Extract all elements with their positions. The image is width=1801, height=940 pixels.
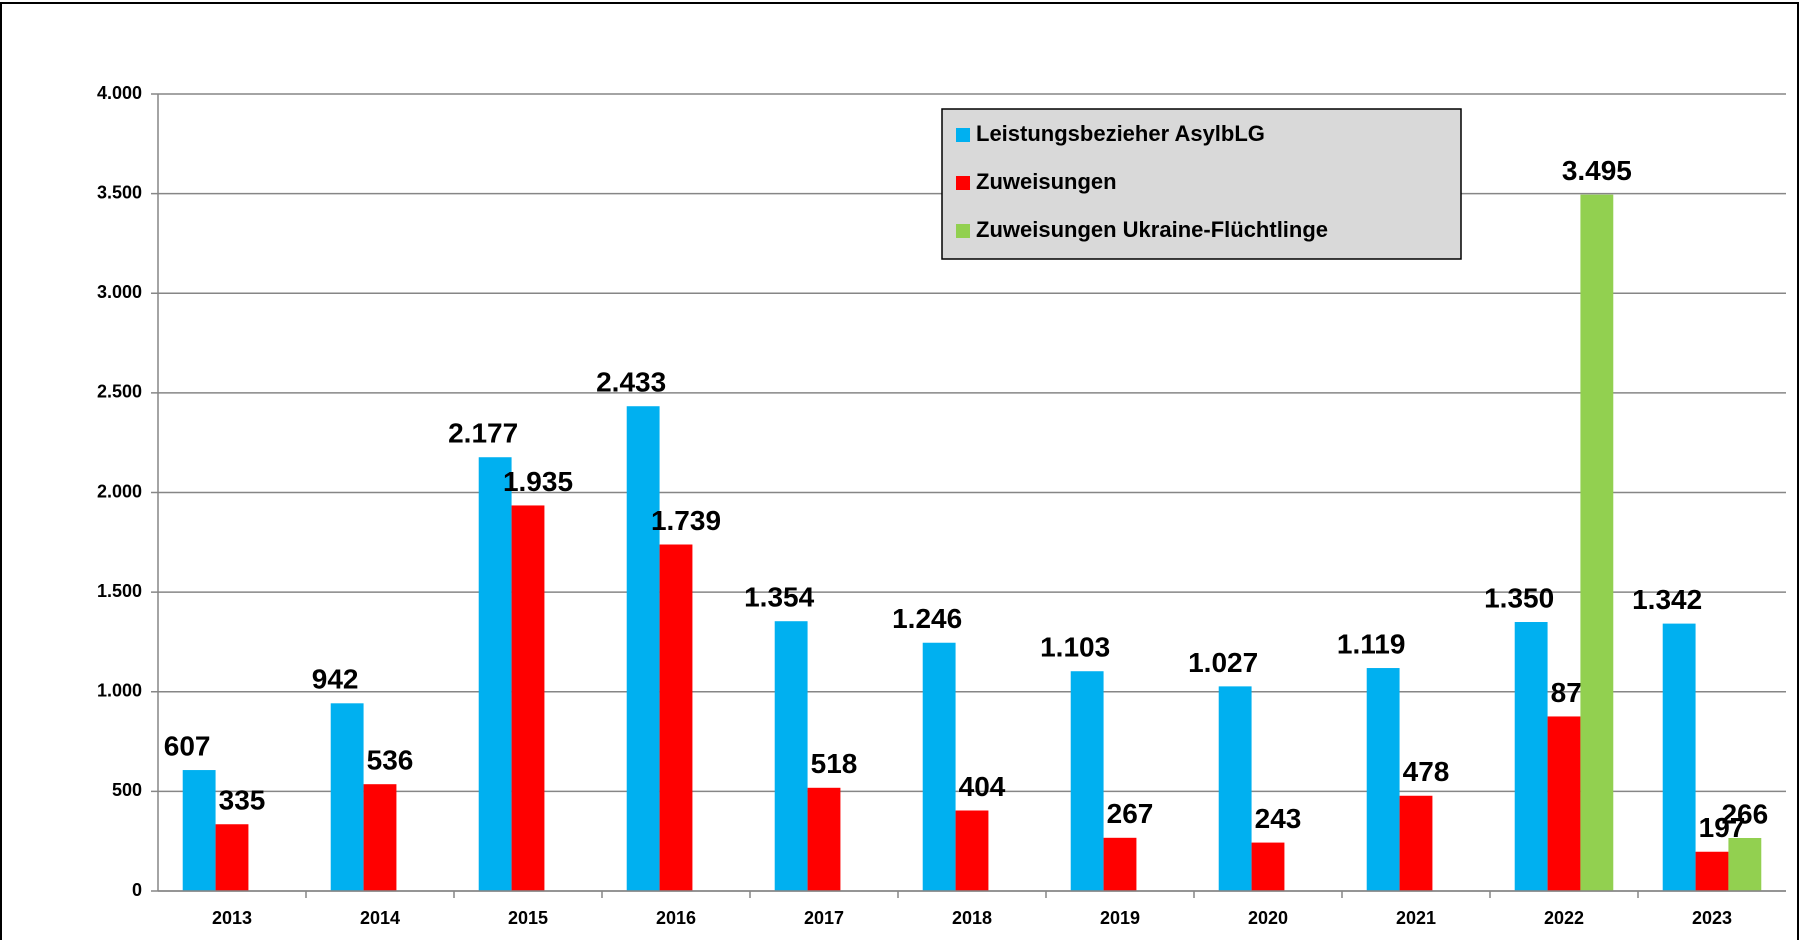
- bar: [1103, 837, 1137, 891]
- bar: [1399, 795, 1433, 891]
- data-label: 2.177: [448, 418, 518, 449]
- x-tick-label: 2020: [1248, 908, 1288, 928]
- legend-label: Zuweisungen: [976, 169, 1117, 194]
- data-label: 266: [1721, 798, 1768, 829]
- data-label: 1.246: [892, 603, 962, 634]
- bar: [1251, 842, 1285, 891]
- data-label: 1.354: [744, 582, 814, 613]
- data-label: 1.739: [651, 505, 721, 536]
- y-tick-label: 0: [132, 880, 142, 900]
- data-label: 1.119: [1337, 628, 1406, 659]
- legend-label: Zuweisungen Ukraine-Flüchtlinge: [976, 217, 1328, 242]
- data-label: 2.433: [596, 367, 666, 398]
- legend-label: Leistungsbezieher AsylbLG: [976, 121, 1265, 146]
- data-label: 1.342: [1632, 584, 1702, 615]
- bar: [807, 787, 841, 891]
- bar: [1070, 671, 1104, 891]
- data-label: 3.495: [1562, 155, 1632, 186]
- x-tick-label: 2017: [804, 908, 844, 928]
- legend-swatch: [956, 224, 970, 238]
- bar: [1547, 716, 1581, 891]
- data-label: 335: [219, 785, 266, 816]
- data-label: 518: [811, 748, 858, 779]
- data-label: 1.103: [1040, 632, 1110, 663]
- x-tick-label: 2022: [1544, 908, 1584, 928]
- data-label: 267: [1107, 798, 1154, 829]
- x-tick-label: 2021: [1396, 908, 1436, 928]
- y-tick-label: 3.500: [97, 182, 142, 202]
- bar: [215, 824, 249, 891]
- y-tick-label: 4.000: [97, 83, 142, 103]
- data-label: 607: [164, 730, 211, 761]
- y-tick-label: 2.000: [97, 481, 142, 501]
- y-tick-label: 1.500: [97, 581, 142, 601]
- bar: [330, 703, 364, 891]
- bar: [774, 621, 808, 891]
- legend-swatch: [956, 176, 970, 190]
- bar: [659, 544, 693, 891]
- bar: [182, 770, 216, 891]
- x-tick-label: 2013: [212, 908, 252, 928]
- legend-swatch: [956, 128, 970, 142]
- data-label: 536: [367, 745, 414, 776]
- bar: [626, 406, 660, 891]
- data-label: 197: [1699, 812, 1746, 843]
- x-tick-label: 2019: [1100, 908, 1140, 928]
- bar: [955, 810, 989, 891]
- data-label: 1.350: [1484, 582, 1554, 613]
- y-tick-label: 2.500: [97, 382, 142, 402]
- data-label: 1.935: [503, 466, 573, 497]
- legend-box: [941, 108, 1462, 260]
- data-label: 478: [1403, 756, 1450, 787]
- data-label: 243: [1255, 803, 1302, 834]
- data-label: 404: [959, 771, 1006, 802]
- x-tick-label: 2016: [656, 908, 696, 928]
- bar: [922, 642, 956, 891]
- x-tick-label: 2014: [360, 908, 400, 928]
- bar: [1218, 686, 1252, 891]
- bar: [1728, 837, 1762, 891]
- bar: [511, 505, 545, 891]
- y-tick-label: 3.000: [97, 282, 142, 302]
- x-tick-label: 2018: [952, 908, 992, 928]
- bar: [1580, 194, 1614, 892]
- bar: [1366, 668, 1400, 891]
- data-label: 942: [312, 664, 359, 695]
- bar: [1695, 851, 1729, 891]
- bar: [478, 457, 512, 891]
- data-label: 1.027: [1188, 647, 1258, 678]
- bar: [363, 784, 397, 891]
- bar: [1514, 622, 1548, 891]
- bar: [1662, 623, 1696, 891]
- x-tick-label: 2023: [1692, 908, 1732, 928]
- y-tick-label: 1.000: [97, 681, 142, 701]
- x-tick-label: 2015: [508, 908, 548, 928]
- y-tick-label: 500: [112, 780, 142, 800]
